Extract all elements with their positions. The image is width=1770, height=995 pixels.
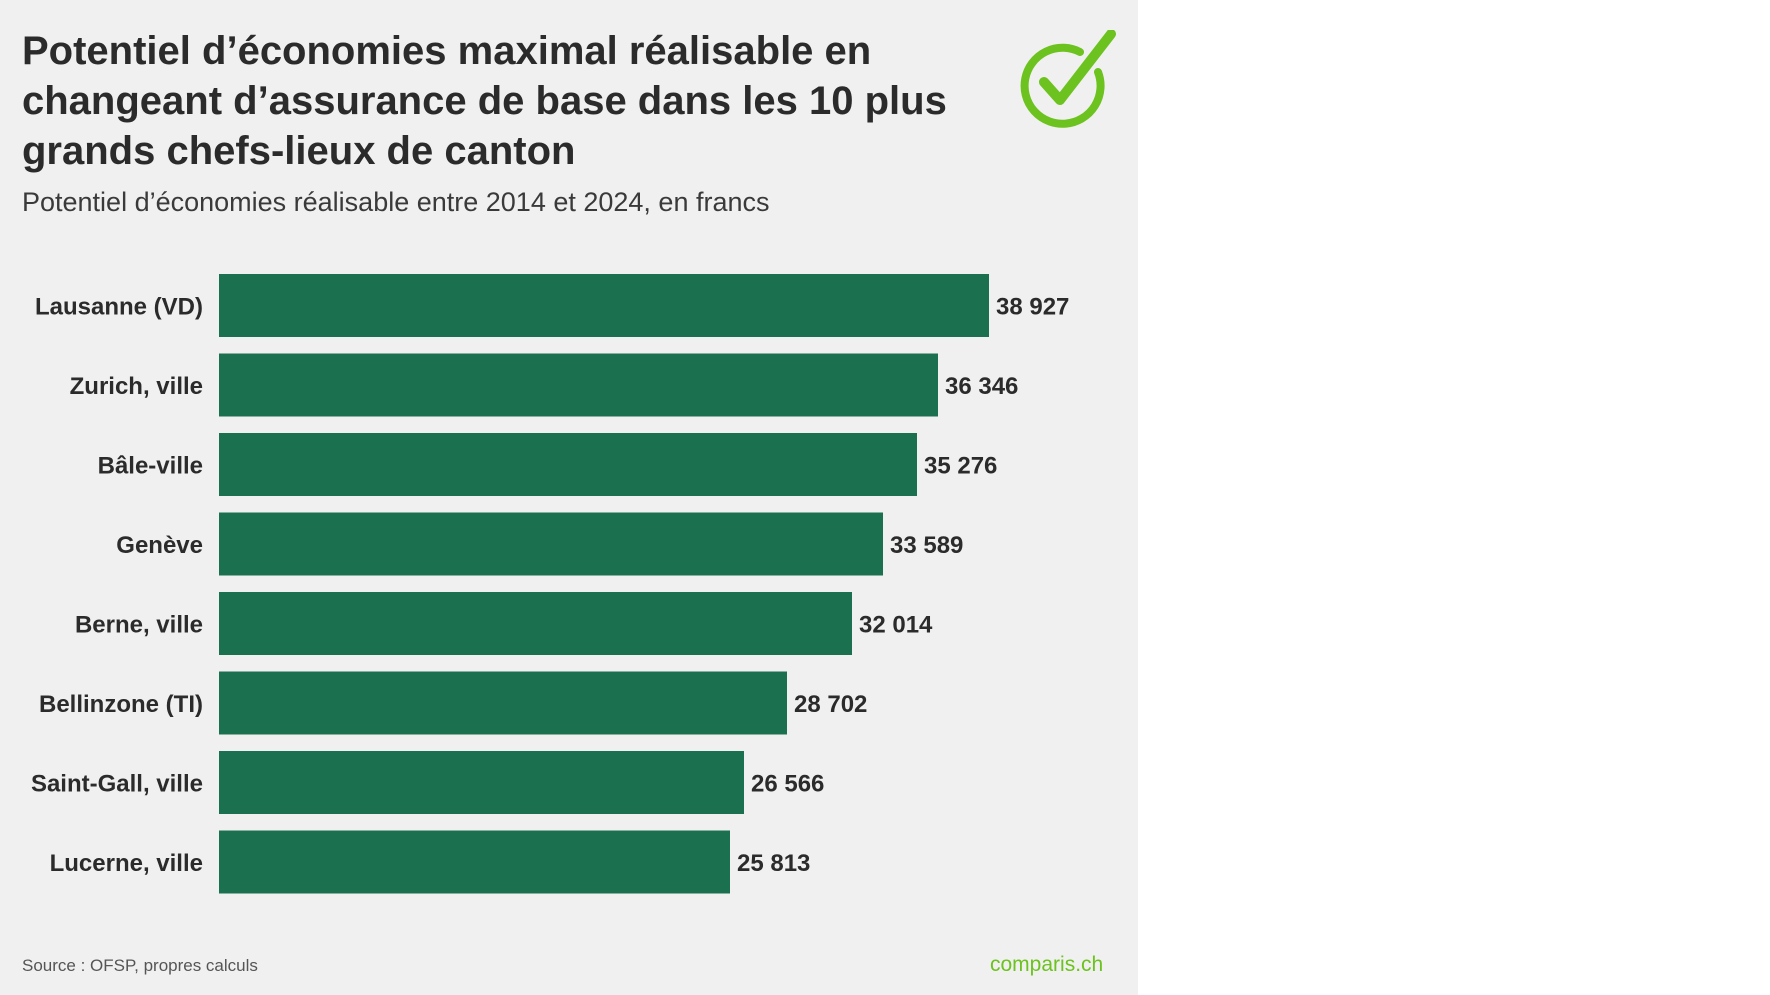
category-label: Lucerne, ville	[50, 850, 203, 877]
value-label: 32 014	[859, 612, 933, 639]
svg-text:comparis.ch: comparis.ch	[990, 953, 1103, 976]
bar-7	[219, 830, 730, 894]
category-label: Zurich, ville	[70, 373, 203, 400]
bar-6	[219, 751, 744, 814]
category-label: Genève	[116, 532, 203, 559]
category-label: Lausanne (VD)	[35, 294, 203, 321]
bar-1	[219, 353, 938, 417]
value-label: 28 702	[794, 691, 867, 718]
value-label: 26 566	[751, 771, 824, 798]
chart-subtitle: Potentiel d’économies réalisable entre 2…	[22, 187, 770, 217]
chart-title: Potentiel d’économies maximal réalisable…	[22, 29, 947, 173]
bar-3	[219, 512, 883, 576]
chart-card: Potentiel d’économies maximal réalisable…	[0, 0, 1138, 995]
value-label: 25 813	[737, 850, 810, 877]
category-label: Berne, ville	[75, 612, 203, 639]
value-label: 33 589	[890, 532, 963, 559]
bar-4	[219, 592, 852, 655]
value-label: 38 927	[996, 294, 1069, 321]
bar-5	[219, 671, 787, 735]
category-label: Bellinzone (TI)	[39, 691, 203, 718]
bar-2	[219, 433, 917, 496]
bar-chart: Lausanne (VD) 38 927 Zurich, ville 36 346 Bâ…	[31, 274, 1069, 894]
source-note: Source : OFSP, propres calculs	[22, 956, 258, 975]
category-label: Saint-Gall, ville	[31, 771, 203, 798]
bar-0	[219, 274, 989, 337]
checkmark-icon	[1020, 30, 1116, 128]
comparis-logo: comparis.ch	[990, 953, 1103, 976]
value-label: 35 276	[924, 453, 997, 480]
category-label: Bâle-ville	[98, 453, 203, 480]
value-label: 36 346	[945, 373, 1018, 400]
